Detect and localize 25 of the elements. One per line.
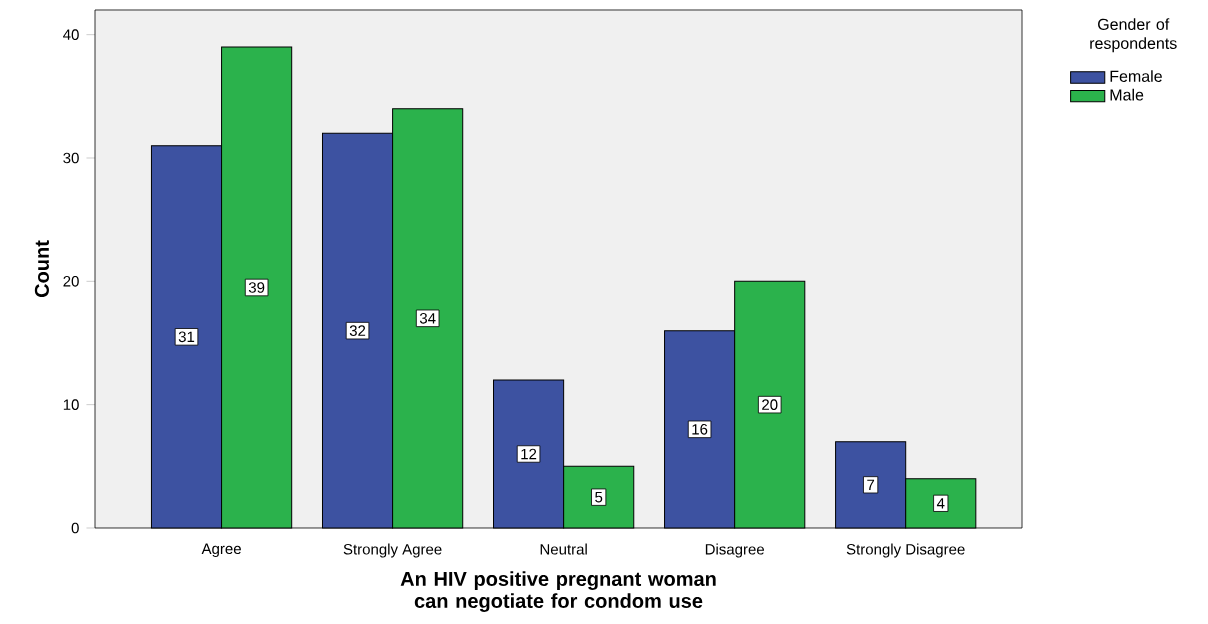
data-label: 16: [692, 424, 708, 435]
y-tick-label: 0: [71, 522, 79, 534]
data-label: 32: [349, 325, 366, 336]
legend-title: Gender of respondents: [1090, 18, 1177, 53]
data-label: 12: [521, 448, 537, 460]
legend-label: Male: [1110, 88, 1144, 101]
x-axis-title: An HIV positive pregnant woman can negotiate for condom use: [400, 571, 716, 613]
legend-label: Female: [1110, 70, 1162, 82]
data-label: 4: [936, 498, 945, 509]
data-label: 5: [595, 491, 603, 503]
x-tick-label: Strongly Agree: [343, 543, 442, 558]
x-tick-label: Neutral: [540, 543, 587, 555]
data-label: 7: [867, 479, 875, 490]
y-tick-label: 30: [63, 152, 79, 164]
x-tick-label: Disagree: [705, 543, 765, 558]
y-tick-label: 40: [63, 29, 79, 40]
x-tick-label: Strongly Disagree: [846, 543, 965, 558]
data-label: 20: [762, 399, 778, 410]
x-tick-label: Agree: [201, 543, 241, 558]
data-label: 31: [178, 331, 195, 343]
data-label: 34: [419, 313, 436, 324]
y-tick-label: 20: [63, 276, 79, 287]
y-tick-label: 10: [63, 399, 79, 410]
data-label: 39: [248, 282, 265, 293]
y-axis-title: Count: [34, 240, 49, 298]
